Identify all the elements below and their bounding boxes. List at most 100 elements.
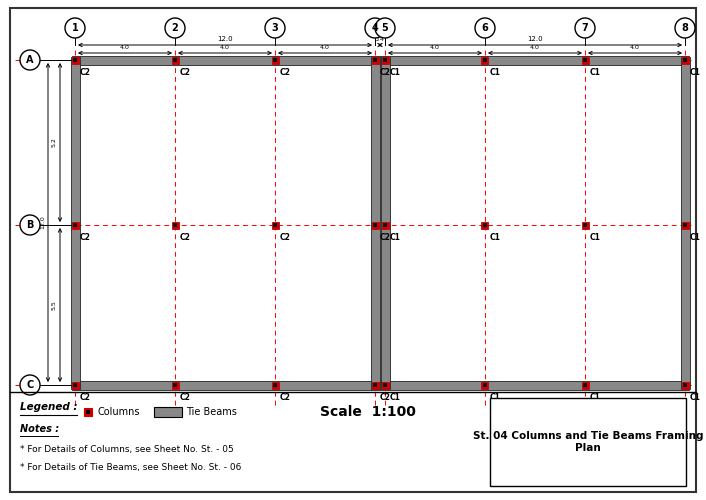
Bar — [71, 222, 78, 228]
Text: 5.2: 5.2 — [52, 138, 57, 147]
Text: 4.0: 4.0 — [430, 45, 440, 50]
Bar — [71, 56, 688, 64]
Bar — [582, 382, 589, 388]
Text: C1: C1 — [390, 68, 401, 78]
Text: 12.0: 12.0 — [527, 36, 543, 42]
Text: C1: C1 — [490, 234, 501, 242]
Text: C1: C1 — [690, 234, 701, 242]
Text: C2: C2 — [180, 234, 191, 242]
Bar — [381, 222, 388, 228]
Text: Columns: Columns — [97, 407, 140, 417]
Bar — [371, 56, 380, 388]
Bar — [583, 383, 587, 387]
Bar — [582, 222, 589, 228]
Text: 3: 3 — [272, 23, 278, 33]
Circle shape — [165, 18, 185, 38]
Bar — [173, 223, 177, 227]
Text: 12.0: 12.0 — [217, 36, 233, 42]
Text: C: C — [26, 380, 34, 390]
Text: C1: C1 — [590, 68, 601, 78]
Bar — [73, 223, 77, 227]
Text: C2: C2 — [380, 394, 391, 402]
Bar — [373, 223, 377, 227]
Bar — [681, 56, 688, 64]
Circle shape — [20, 375, 40, 395]
Text: 2: 2 — [172, 23, 179, 33]
Text: St. 04 Columns and Tie Beams Framing
Plan: St. 04 Columns and Tie Beams Framing Pla… — [473, 431, 703, 453]
Bar — [383, 58, 387, 62]
Circle shape — [365, 18, 385, 38]
Text: C2: C2 — [180, 394, 191, 402]
Text: C2: C2 — [180, 68, 191, 78]
Text: 12.0: 12.0 — [40, 216, 45, 230]
Bar — [273, 383, 277, 387]
Text: 6: 6 — [481, 23, 489, 33]
Bar — [71, 56, 80, 388]
Bar — [383, 383, 387, 387]
Bar — [483, 223, 487, 227]
Bar — [73, 58, 77, 62]
Circle shape — [375, 18, 395, 38]
Bar — [73, 383, 77, 387]
Bar — [71, 56, 78, 64]
Text: C2: C2 — [380, 68, 391, 78]
Bar — [582, 56, 589, 64]
Text: 5.5: 5.5 — [52, 300, 57, 310]
Text: * For Details of Tie Beams, see Sheet No. St. - 06: * For Details of Tie Beams, see Sheet No… — [20, 463, 241, 472]
Circle shape — [675, 18, 695, 38]
Text: C1: C1 — [490, 394, 501, 402]
Bar — [683, 383, 687, 387]
Text: 0.4: 0.4 — [375, 37, 385, 42]
Text: Legened :: Legened : — [20, 402, 78, 412]
Bar — [371, 382, 378, 388]
Text: 4.0: 4.0 — [220, 45, 230, 50]
Text: 4.0: 4.0 — [630, 45, 640, 50]
Text: C2: C2 — [80, 68, 91, 78]
Circle shape — [65, 18, 85, 38]
Text: 4.0: 4.0 — [120, 45, 130, 50]
Bar — [373, 58, 377, 62]
Bar — [173, 58, 177, 62]
Bar — [273, 58, 277, 62]
Bar — [681, 56, 690, 388]
Bar — [481, 56, 489, 64]
Text: C1: C1 — [490, 68, 501, 78]
Bar — [85, 410, 90, 414]
Bar — [272, 56, 278, 64]
Text: C1: C1 — [390, 394, 401, 402]
Bar — [381, 56, 390, 388]
Bar — [381, 56, 388, 64]
Text: C1: C1 — [590, 234, 601, 242]
Bar — [371, 222, 378, 228]
Text: C2: C2 — [280, 68, 291, 78]
Text: C1: C1 — [390, 234, 401, 242]
Bar — [583, 223, 587, 227]
Text: C2: C2 — [80, 394, 91, 402]
Text: 4.0: 4.0 — [320, 45, 330, 50]
Bar — [84, 408, 92, 416]
Text: 4: 4 — [371, 23, 378, 33]
Bar — [272, 222, 278, 228]
Text: 1: 1 — [71, 23, 78, 33]
Bar — [172, 382, 179, 388]
Bar — [273, 223, 277, 227]
Text: C1: C1 — [690, 68, 701, 78]
Bar — [172, 56, 179, 64]
Bar — [483, 58, 487, 62]
Text: Scale  1:100: Scale 1:100 — [320, 405, 416, 419]
Bar — [272, 382, 278, 388]
Bar — [71, 382, 78, 388]
Circle shape — [575, 18, 595, 38]
Circle shape — [475, 18, 495, 38]
Text: C2: C2 — [280, 234, 291, 242]
Text: A: A — [26, 55, 34, 65]
Text: 8: 8 — [681, 23, 688, 33]
Text: Notes :: Notes : — [20, 424, 59, 434]
Circle shape — [20, 215, 40, 235]
Circle shape — [20, 50, 40, 70]
Text: C1: C1 — [690, 394, 701, 402]
Bar — [490, 398, 686, 486]
Text: Tie Beams: Tie Beams — [186, 407, 237, 417]
Text: C2: C2 — [380, 234, 391, 242]
Bar — [381, 382, 388, 388]
